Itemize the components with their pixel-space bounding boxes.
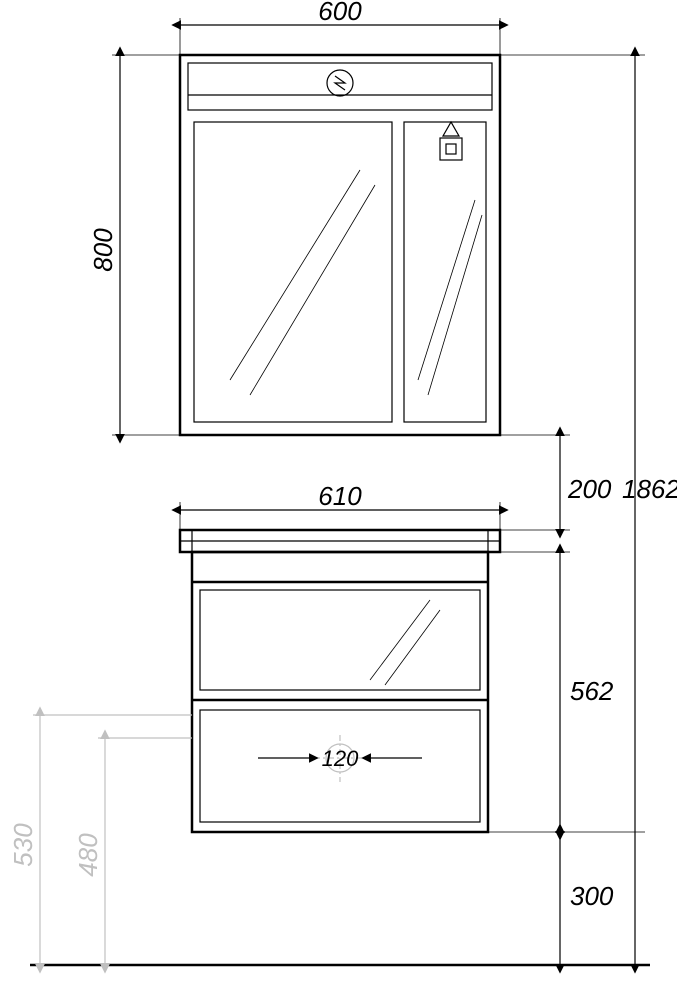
electric-icon xyxy=(327,70,353,96)
upper-cabinet xyxy=(180,55,500,435)
dim-floor-300: 300 xyxy=(560,832,614,965)
svg-text:600: 600 xyxy=(318,0,362,26)
svg-text:300: 300 xyxy=(570,881,614,911)
switch-icon xyxy=(440,122,462,160)
dim-gap-200: 200 xyxy=(560,435,612,530)
dim-drain-120: 120 xyxy=(258,746,422,771)
svg-text:562: 562 xyxy=(570,676,614,706)
svg-text:480: 480 xyxy=(73,833,103,877)
svg-text:530: 530 xyxy=(8,823,38,867)
svg-text:120: 120 xyxy=(322,746,359,771)
dim-lower-width: 610 xyxy=(180,481,500,530)
left-door xyxy=(194,122,392,422)
dim-top-width: 600 xyxy=(180,0,500,55)
svg-text:1862: 1862 xyxy=(622,474,677,504)
svg-text:800: 800 xyxy=(88,228,118,272)
dim-light-480: 480 xyxy=(73,738,192,965)
svg-text:200: 200 xyxy=(567,474,612,504)
svg-text:610: 610 xyxy=(318,481,362,511)
lower-cabinet xyxy=(180,530,500,832)
dim-upper-height: 800 xyxy=(88,55,180,435)
dim-overall-height: 1862 xyxy=(622,55,677,965)
right-door xyxy=(404,122,486,422)
dim-body-562: 562 xyxy=(560,552,614,832)
